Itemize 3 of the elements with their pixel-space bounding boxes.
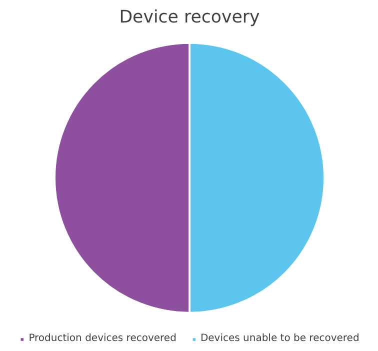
legend-label: Devices unable to be recovered xyxy=(200,333,360,344)
legend-label: Production devices recovered xyxy=(28,333,176,344)
chart-title: Device recovery xyxy=(119,8,260,28)
